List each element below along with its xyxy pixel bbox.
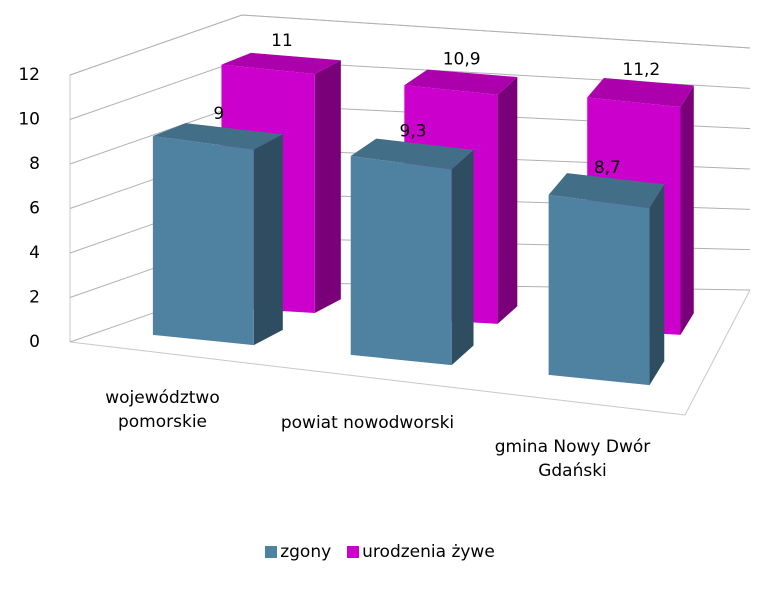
legend: zgony urodzenia żywe — [0, 542, 760, 562]
legend-item: zgony — [265, 542, 331, 562]
bar-front — [152, 136, 254, 346]
legend-swatch — [347, 546, 360, 558]
value-label: 8,7 — [594, 158, 621, 178]
legend-swatch — [265, 546, 278, 558]
y-tick-label: 0 — [29, 332, 40, 352]
value-label: 11,2 — [622, 60, 660, 80]
value-label: 11 — [271, 31, 293, 51]
y-tick-label: 8 — [29, 154, 40, 174]
y-tick-label: 2 — [29, 288, 40, 308]
bar — [152, 123, 283, 346]
bar-top — [350, 138, 474, 170]
bar — [350, 138, 474, 366]
bar-side — [649, 184, 665, 386]
floor-frame — [69, 289, 751, 416]
x-tick-label: gmina Nowy Dwór Gdański — [494, 436, 651, 481]
bar-side — [253, 134, 283, 346]
bar-top — [587, 77, 694, 108]
value-label: 10,9 — [443, 50, 481, 70]
bar-side — [451, 149, 474, 366]
bar-front — [548, 194, 650, 386]
x-tick-label: województwo pomorskie — [105, 388, 220, 433]
bar-top — [548, 173, 665, 209]
value-label: 9,3 — [400, 122, 427, 142]
value-label: 9 — [213, 104, 224, 124]
bar-side — [680, 85, 694, 335]
bar-top — [404, 69, 518, 95]
bar-top — [152, 123, 283, 150]
y-tick-label: 6 — [29, 199, 40, 219]
bar — [548, 173, 665, 386]
y-tick-label: 12 — [18, 65, 40, 85]
legend-item: urodzenia żywe — [347, 542, 495, 562]
y-tick-label: 10 — [18, 110, 40, 130]
legend-label: zgony — [280, 542, 332, 562]
legend-label: urodzenia żywe — [362, 542, 495, 562]
x-tick-label: powiat nowodworski — [280, 412, 455, 433]
bar-side — [314, 60, 341, 314]
bar-top — [221, 52, 341, 75]
grid-line — [69, 14, 751, 76]
y-tick-label: 4 — [29, 243, 40, 263]
bar-front — [350, 156, 452, 366]
bar-side — [497, 77, 518, 324]
